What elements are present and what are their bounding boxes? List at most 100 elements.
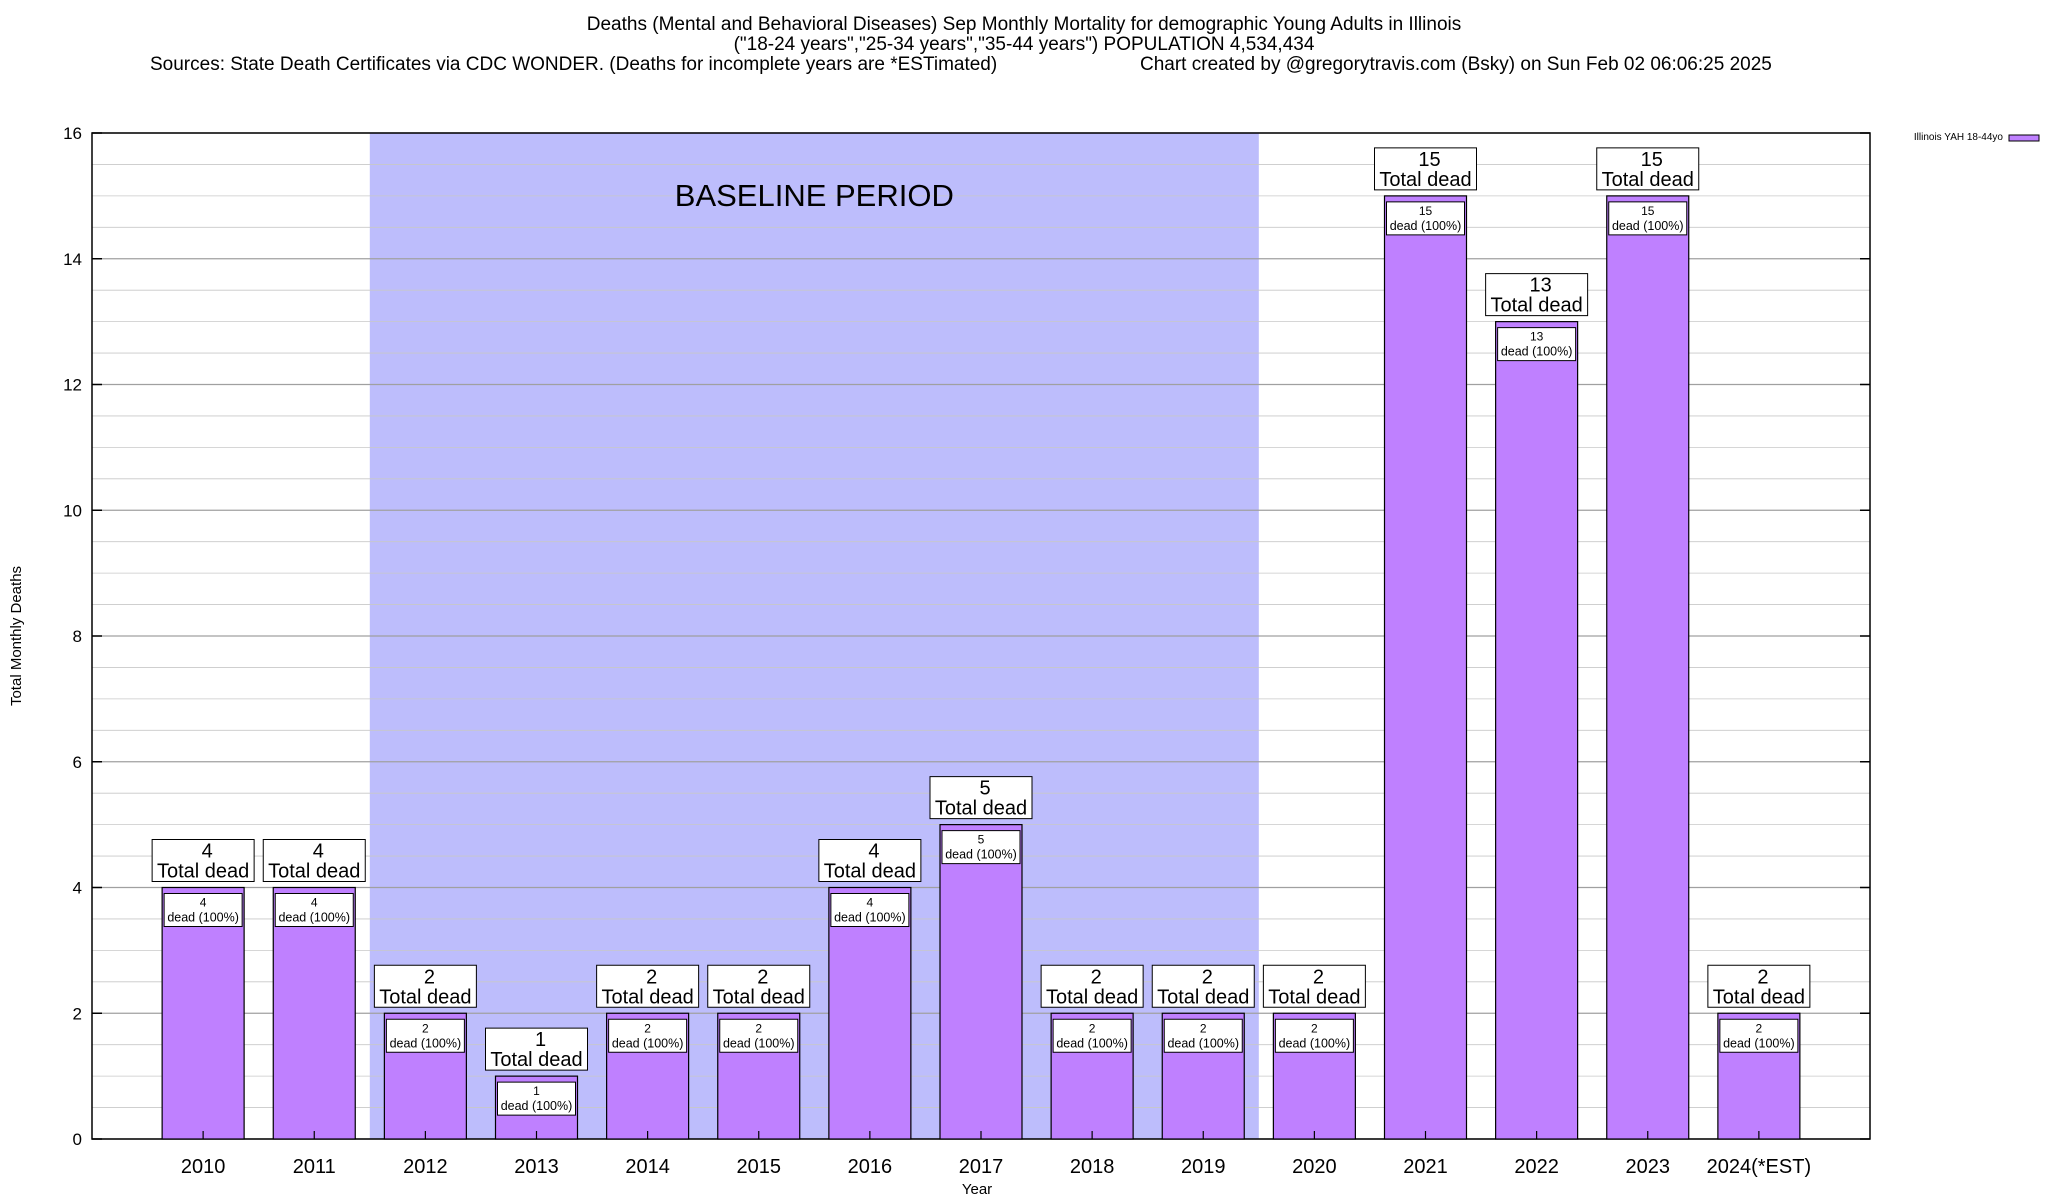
x-tick-label: 2018: [1070, 1156, 1115, 1178]
chart-subtitle: ("18-24 years","25-34 years","35-44 year…: [733, 34, 1315, 55]
inner-label-value: 2: [755, 1021, 762, 1035]
inner-label-text: dead (100%): [501, 1099, 573, 1113]
total-label-text: Total dead: [1268, 986, 1360, 1008]
inner-label-value: 1: [533, 1084, 540, 1098]
chart-sources: Sources: State Death Certificates via CD…: [150, 54, 998, 75]
total-label-value: 1: [535, 1029, 546, 1051]
inner-label-box: [497, 1081, 576, 1116]
inner-label-value: 2: [1756, 1021, 1763, 1035]
y-tick-label: 8: [73, 627, 82, 646]
x-tick-label: 2016: [848, 1156, 893, 1178]
total-label-text: Total dead: [1379, 169, 1471, 191]
total-label-text: Total dead: [824, 861, 916, 883]
inner-label-value: 15: [1641, 204, 1655, 218]
total-label-box: [1262, 964, 1366, 1008]
x-tick-label: 2011: [293, 1156, 336, 1178]
total-label-text: Total dead: [268, 861, 360, 883]
total-label-text: Total dead: [935, 798, 1027, 820]
total-label-box: [373, 964, 477, 1008]
inner-label-text: dead (100%): [1723, 1036, 1795, 1050]
inner-label-text: dead (100%): [1056, 1036, 1128, 1050]
bar-2021: [1383, 195, 1468, 1140]
inner-label-box: [1052, 1018, 1132, 1053]
bar-2011: [272, 886, 356, 1140]
inner-label-value: 5: [978, 833, 985, 847]
chart-title: Deaths (Mental and Behavioral Diseases) …: [586, 14, 1462, 35]
total-label-value: 4: [868, 841, 879, 863]
inner-label-box: [1386, 201, 1465, 236]
inner-label-text: dead (100%): [612, 1036, 684, 1050]
y-tick-label: 16: [63, 124, 82, 143]
bar-2016: [828, 886, 912, 1140]
total-label-text: Total dead: [601, 986, 693, 1008]
total-label-box: [1374, 147, 1477, 191]
inner-label-text: dead (100%): [390, 1036, 462, 1050]
total-label-box: [151, 839, 255, 882]
inner-label-box: [608, 1018, 688, 1053]
y-tick-label: 0: [73, 1130, 82, 1149]
x-tick-label: 2017: [959, 1156, 1004, 1178]
inner-label-box: [385, 1018, 465, 1053]
inner-label-box: [1608, 201, 1688, 236]
x-tick-label: 2020: [1292, 1156, 1337, 1178]
inner-label-value: 2: [422, 1021, 429, 1035]
total-label-box: [818, 839, 922, 882]
inner-label-box: [1274, 1018, 1354, 1053]
y-tick-label: 6: [73, 753, 82, 772]
y-tick-label: 4: [73, 879, 82, 898]
bar-2023: [1606, 195, 1690, 1140]
x-tick-label: 2014: [625, 1156, 670, 1178]
total-label-value: 15: [1418, 149, 1440, 171]
total-label-value: 2: [646, 966, 657, 988]
inner-label-value: 13: [1530, 330, 1544, 344]
inner-label-value: 2: [644, 1021, 651, 1035]
total-label-box: [929, 776, 1033, 820]
total-label-box: [485, 1027, 588, 1071]
legend-label: Illinois YAH 18-44yo: [1914, 132, 2004, 143]
total-label-box: [707, 964, 811, 1008]
total-label-box: [1707, 964, 1811, 1008]
inner-label-text: dead (100%): [1612, 219, 1684, 233]
inner-label-text: dead (100%): [1279, 1036, 1351, 1050]
x-tick-label: 2021: [1403, 1156, 1448, 1178]
inner-label-box: [1497, 327, 1577, 362]
inner-label-box: [719, 1018, 799, 1053]
inner-label-value: 2: [1089, 1021, 1096, 1035]
inner-label-box: [1163, 1018, 1243, 1053]
y-tick-label: 2: [73, 1004, 82, 1023]
x-tick-label: 2023: [1626, 1156, 1671, 1178]
inner-label-value: 4: [200, 896, 207, 910]
x-axis-label: Year: [962, 1181, 992, 1198]
x-tick-label: 2024(*EST): [1707, 1156, 1812, 1178]
x-tick-label: 2019: [1181, 1156, 1226, 1178]
bar-2022: [1495, 321, 1579, 1140]
total-label-text: Total dead: [1157, 986, 1249, 1008]
total-label-text: Total dead: [1046, 986, 1138, 1008]
total-label-box: [1040, 964, 1144, 1008]
inner-label-text: dead (100%): [945, 848, 1017, 862]
total-label-text: Total dead: [379, 986, 471, 1008]
inner-label-value: 15: [1419, 204, 1433, 218]
total-label-text: Total dead: [1602, 169, 1694, 191]
total-label-value: 2: [1091, 966, 1102, 988]
total-label-text: Total dead: [157, 861, 249, 883]
inner-label-value: 4: [311, 896, 318, 910]
inner-label-text: dead (100%): [167, 911, 239, 925]
total-label-box: [596, 964, 700, 1008]
inner-label-value: 2: [1200, 1021, 1207, 1035]
inner-label-box: [274, 893, 354, 927]
bar-2010: [161, 886, 245, 1140]
total-label-text: Total dead: [713, 986, 805, 1008]
x-tick-label: 2015: [737, 1156, 782, 1178]
inner-label-value: 2: [1311, 1021, 1318, 1035]
inner-label-text: dead (100%): [278, 911, 350, 925]
total-label-value: 13: [1530, 275, 1552, 297]
total-label-value: 4: [202, 841, 213, 863]
y-tick-label: 10: [63, 501, 82, 520]
total-label-box: [262, 839, 366, 882]
inner-label-value: 4: [867, 896, 874, 910]
total-label-value: 2: [1757, 966, 1768, 988]
total-label-text: Total dead: [490, 1049, 582, 1071]
inner-label-text: dead (100%): [1390, 219, 1462, 233]
total-label-box: [1485, 273, 1589, 317]
